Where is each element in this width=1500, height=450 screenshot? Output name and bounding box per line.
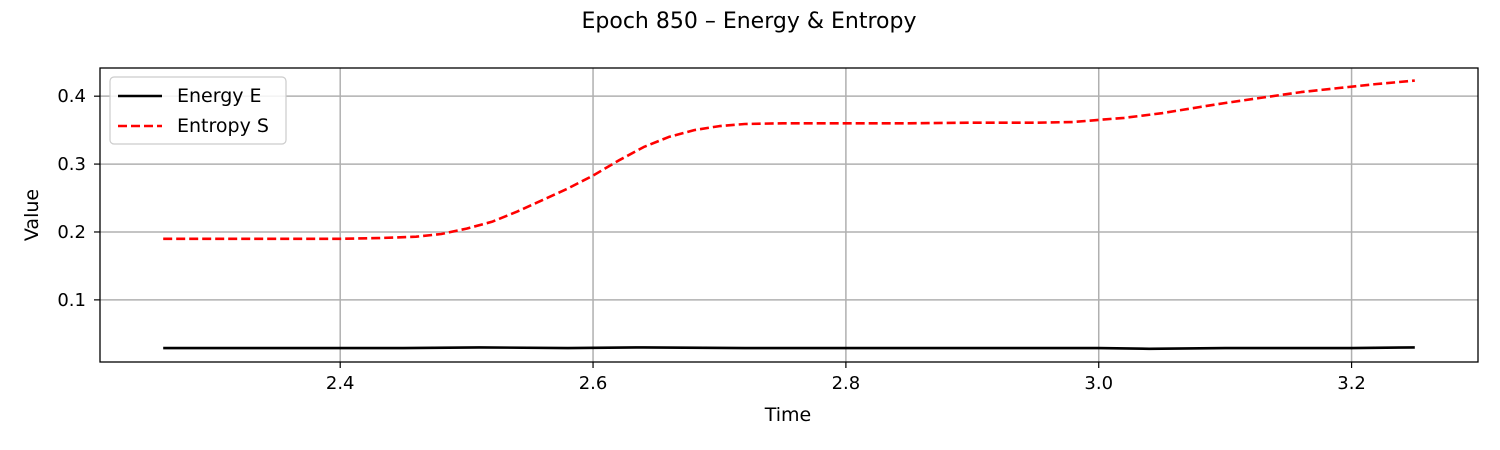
legend-label-energy: Energy E — [177, 85, 262, 107]
x-tick-label: 3.2 — [1337, 373, 1366, 394]
legend-box — [109, 76, 287, 145]
series-line-energy-e — [163, 346, 1415, 351]
tick-layer: 2.4 2.6 2.8 3.0 3.2 0.1 0.2 0.3 0.4 — [57, 86, 1366, 394]
legend: Energy E Entropy S — [109, 76, 287, 145]
x-tick-label: 2.8 — [832, 373, 861, 394]
y-tick-label: 0.1 — [57, 290, 86, 311]
legend-label-entropy: Entropy S — [177, 115, 269, 137]
x-tick-label: 2.6 — [579, 373, 608, 394]
chart-title: Epoch 850 – Energy & Entropy — [582, 9, 917, 34]
grid-layer — [100, 68, 1478, 362]
x-axis-label: Time — [764, 404, 812, 426]
x-tick-label: 2.4 — [326, 373, 355, 394]
y-tick-label: 0.2 — [57, 222, 86, 243]
plot-frame — [99, 67, 1479, 363]
y-tick-label: 0.3 — [57, 154, 86, 175]
series-line-entropy-s — [163, 79, 1415, 241]
y-axis-label: Value — [21, 189, 43, 241]
series-layer — [163, 79, 1415, 351]
x-tick-label: 3.0 — [1084, 373, 1113, 394]
y-tick-label: 0.4 — [57, 86, 86, 107]
